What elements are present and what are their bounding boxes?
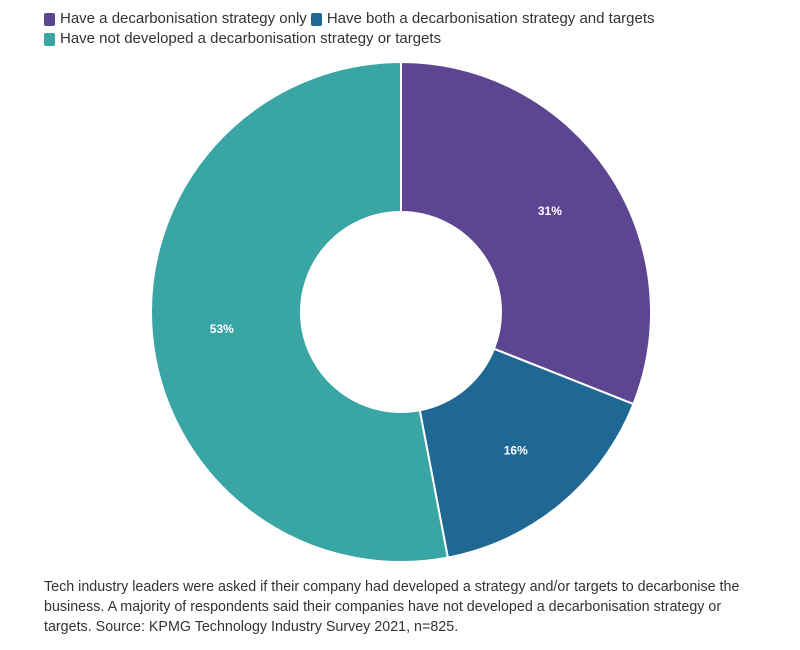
legend-label-not-developed: Have not developed a decarbonisation str… <box>60 30 442 47</box>
legend-swatch-not-developed <box>44 32 55 46</box>
slice-label-strategy-and-targets: 16% <box>504 444 528 458</box>
slice-not-developed[interactable] <box>150 60 450 563</box>
slice-label-strategy-only: 31% <box>538 204 562 218</box>
slice-label-not-developed: 53% <box>210 322 234 336</box>
legend-item-strategy-only[interactable]: Have a decarbonisation strategy only <box>44 9 307 29</box>
legend-swatch-strategy-and-targets <box>310 12 322 26</box>
legend: Have a decarbonisation strategy only Hav… <box>44 9 744 49</box>
slice-strategy-only[interactable] <box>400 60 652 406</box>
donut-chart: 31% 16% 53% <box>150 60 652 563</box>
legend-item-not-developed[interactable]: Have not developed a decarbonisation str… <box>44 29 441 49</box>
chart-caption: Tech industry leaders were asked if thei… <box>44 579 740 635</box>
legend-item-strategy-and-targets[interactable]: Have both a decarbonisation strategy and… <box>310 9 655 29</box>
donut-slices <box>150 60 652 563</box>
legend-label-strategy-and-targets: Have both a decarbonisation strategy and… <box>326 10 655 27</box>
slice-strategy-and-targets[interactable] <box>418 347 635 559</box>
slice-labels: 31% 16% 53% <box>210 204 562 458</box>
legend-label-strategy-only: Have a decarbonisation strategy only <box>60 10 307 27</box>
legend-swatch-strategy-only <box>44 12 55 26</box>
